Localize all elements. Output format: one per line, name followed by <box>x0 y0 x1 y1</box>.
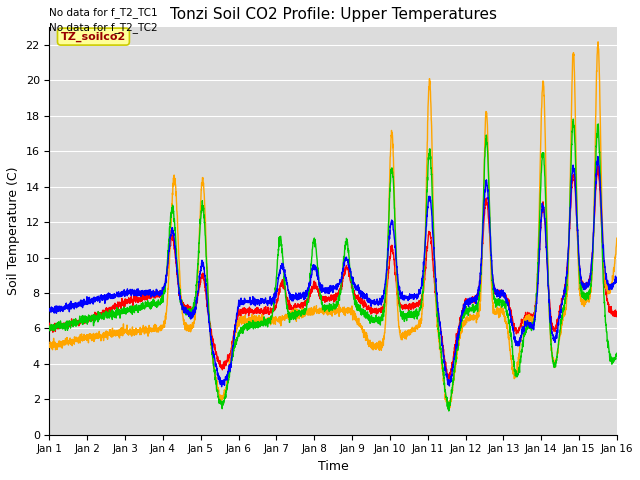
Text: No data for f_T2_TC1: No data for f_T2_TC1 <box>49 7 158 18</box>
Text: TZ_soilco2: TZ_soilco2 <box>61 32 126 42</box>
Text: No data for f_T2_TC2: No data for f_T2_TC2 <box>49 22 158 33</box>
Y-axis label: Soil Temperature (C): Soil Temperature (C) <box>7 167 20 295</box>
Title: Tonzi Soil CO2 Profile: Upper Temperatures: Tonzi Soil CO2 Profile: Upper Temperatur… <box>170 7 497 22</box>
X-axis label: Time: Time <box>318 460 349 473</box>
